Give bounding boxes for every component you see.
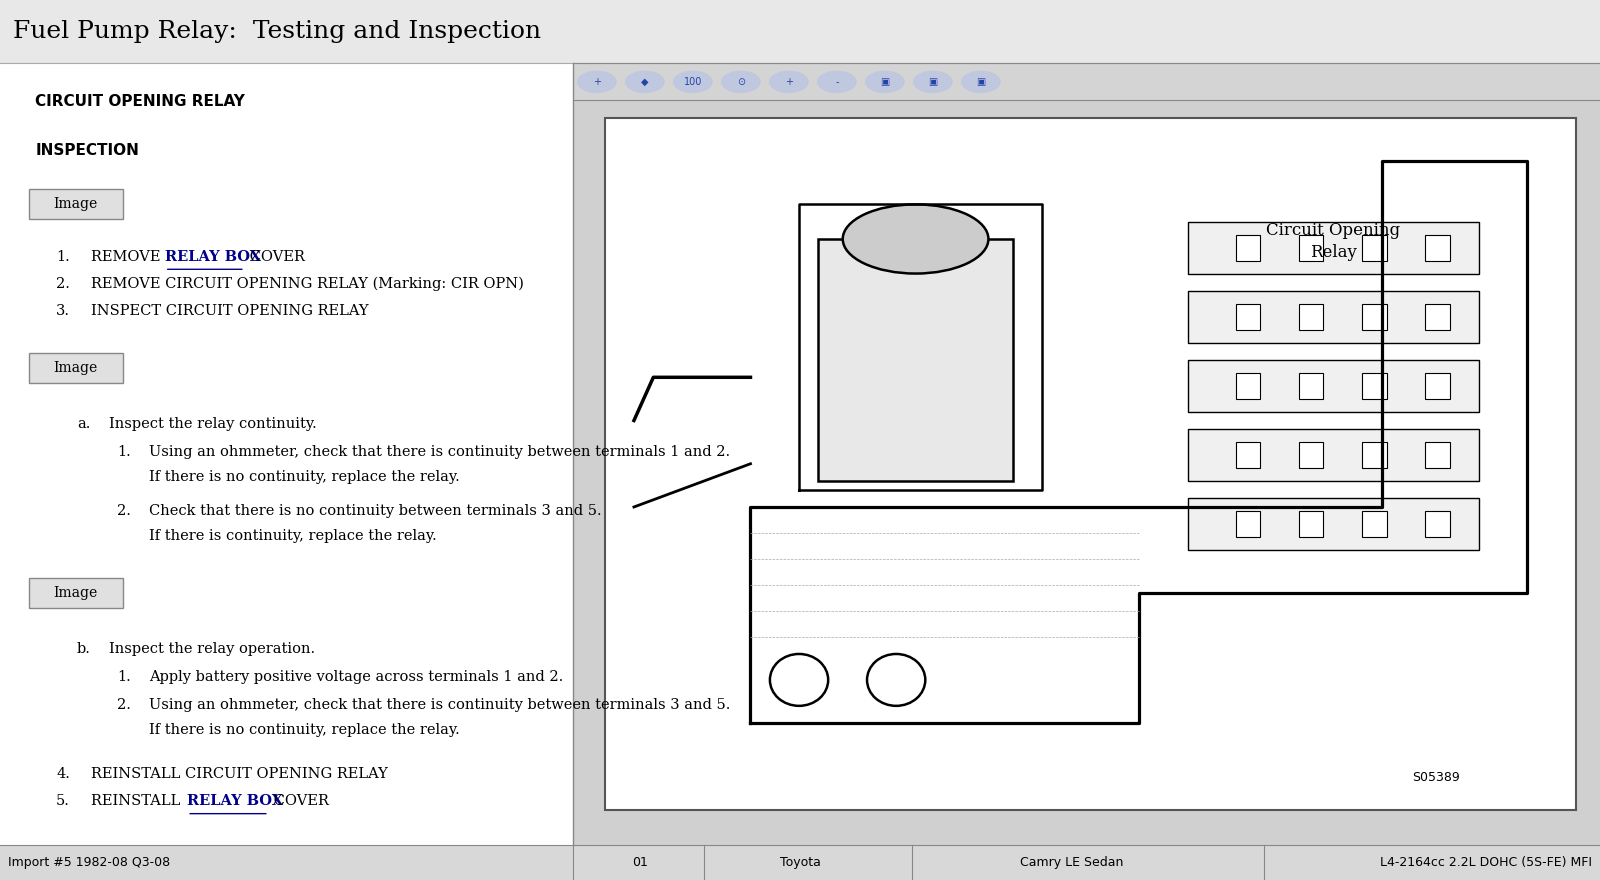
Bar [1426,235,1450,260]
Circle shape [866,71,904,92]
Text: REINSTALL: REINSTALL [91,795,186,809]
Circle shape [818,71,856,92]
Circle shape [578,71,616,92]
Text: COVER: COVER [245,250,304,264]
Text: S05389: S05389 [1411,771,1459,784]
Bar [1299,442,1323,468]
Text: Toyota: Toyota [779,856,821,869]
FancyBboxPatch shape [29,578,123,608]
Bar [1362,511,1387,538]
Bar [1187,429,1478,481]
Bar [848,247,994,378]
Bar [1237,442,1261,468]
Text: Circuit Opening
Relay: Circuit Opening Relay [1266,222,1400,260]
Text: 1.: 1. [117,670,131,684]
Text: CIRCUIT OPENING RELAY: CIRCUIT OPENING RELAY [35,94,245,109]
FancyBboxPatch shape [573,63,1600,845]
Bar [1187,498,1478,550]
Text: COVER: COVER [269,795,328,809]
Bar [1362,442,1387,468]
Bar [1237,511,1261,538]
Text: RELAY BOX: RELAY BOX [187,795,283,809]
Text: REMOVE CIRCUIT OPENING RELAY (Marking: CIR OPN): REMOVE CIRCUIT OPENING RELAY (Marking: C… [91,277,525,291]
Bar [1362,235,1387,260]
FancyBboxPatch shape [0,845,1600,880]
Circle shape [867,654,925,706]
Text: b.: b. [77,642,91,656]
Text: +: + [592,77,602,87]
Text: Check that there is no continuity between terminals 3 and 5.: Check that there is no continuity betwee… [149,504,602,518]
Text: 3.: 3. [56,304,70,319]
Text: RELAY BOX: RELAY BOX [165,250,261,264]
Text: REINSTALL CIRCUIT OPENING RELAY: REINSTALL CIRCUIT OPENING RELAY [91,767,389,781]
Text: Inspect the relay operation.: Inspect the relay operation. [109,642,315,656]
FancyBboxPatch shape [29,354,123,384]
Circle shape [770,654,829,706]
FancyBboxPatch shape [0,0,1600,63]
Bar [1426,304,1450,330]
Text: INSPECTION: INSPECTION [35,143,139,158]
FancyBboxPatch shape [29,189,123,219]
Bar [1362,373,1387,399]
Text: If there is continuity, replace the relay.: If there is continuity, replace the rela… [149,529,437,543]
Text: -: - [835,77,838,87]
Text: 1.: 1. [117,445,131,459]
Text: Apply battery positive voltage across terminals 1 and 2.: Apply battery positive voltage across te… [149,670,563,684]
FancyBboxPatch shape [605,118,1576,810]
Bar [1362,304,1387,330]
Text: +: + [784,77,794,87]
Text: 2.: 2. [117,504,131,518]
Bar [1299,235,1323,260]
Text: 1.: 1. [56,250,70,264]
Text: ◆: ◆ [642,77,648,87]
Text: ▣: ▣ [928,77,938,87]
Bar [1426,442,1450,468]
Text: Image: Image [53,586,98,600]
Text: Using an ohmmeter, check that there is continuity between terminals 1 and 2.: Using an ohmmeter, check that there is c… [149,445,730,459]
Text: 100: 100 [683,77,702,87]
Circle shape [674,71,712,92]
Text: If there is no continuity, replace the relay.: If there is no continuity, replace the r… [149,722,459,737]
Bar [1237,235,1261,260]
Circle shape [722,71,760,92]
Text: 2.: 2. [56,277,70,291]
Text: a.: a. [77,417,90,431]
Bar [1237,373,1261,399]
Circle shape [962,71,1000,92]
Text: ▣: ▣ [976,77,986,87]
Bar [1299,373,1323,399]
Bar [1237,304,1261,330]
Bar [1426,511,1450,538]
Text: 4.: 4. [56,767,70,781]
Text: INSPECT CIRCUIT OPENING RELAY: INSPECT CIRCUIT OPENING RELAY [91,304,370,319]
Bar [1426,373,1450,399]
Text: REMOVE: REMOVE [91,250,165,264]
Text: Import #5 1982-08 Q3-08: Import #5 1982-08 Q3-08 [8,856,170,869]
Text: If there is no continuity, replace the relay.: If there is no continuity, replace the r… [149,470,459,484]
Text: 5.: 5. [56,795,70,809]
Text: Image: Image [53,362,98,376]
Bar [819,239,1013,481]
Text: ▣: ▣ [880,77,890,87]
Bar [1299,511,1323,538]
Text: Camry LE Sedan: Camry LE Sedan [1021,856,1123,869]
Text: ⊙: ⊙ [736,77,746,87]
Text: Inspect the relay continuity.: Inspect the relay continuity. [109,417,317,431]
Circle shape [626,71,664,92]
Circle shape [914,71,952,92]
Bar [1187,290,1478,342]
Text: Image: Image [53,197,98,211]
Text: 01: 01 [632,856,648,869]
Text: 2.: 2. [117,698,131,712]
FancyBboxPatch shape [573,63,1600,100]
Ellipse shape [843,204,989,274]
Text: L4-2164cc 2.2L DOHC (5S-FE) MFI: L4-2164cc 2.2L DOHC (5S-FE) MFI [1379,856,1592,869]
Bar [1299,304,1323,330]
Bar [1187,222,1478,274]
Text: Fuel Pump Relay:  Testing and Inspection: Fuel Pump Relay: Testing and Inspection [13,20,541,43]
Text: Using an ohmmeter, check that there is continuity between terminals 3 and 5.: Using an ohmmeter, check that there is c… [149,698,730,712]
Bar [1187,360,1478,412]
Circle shape [770,71,808,92]
